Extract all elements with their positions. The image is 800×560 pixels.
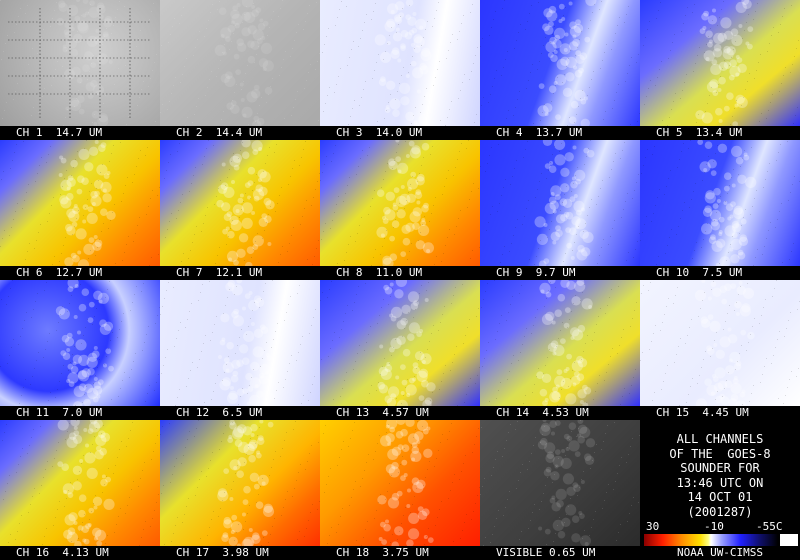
channel-texture: [0, 0, 157, 126]
channel-texture: [322, 0, 478, 126]
channel-image: [480, 0, 640, 126]
channel-texture: [643, 0, 799, 126]
info-line: OF THE GOES-8: [669, 446, 771, 461]
info-line: 14 OCT 01: [687, 490, 753, 504]
channel-panel: CH 10 7.5 UM: [640, 140, 800, 280]
info-line: 13:46 UTC ON: [676, 475, 764, 490]
channel-image: [320, 280, 480, 406]
channel-caption: CH 1 14.7 UM: [0, 126, 160, 140]
channel-caption: CH 2 14.4 UM: [160, 126, 320, 140]
channel-caption: CH 12 6.5 UM: [160, 406, 320, 420]
info-line: ALL CHANNELS: [676, 432, 764, 446]
channel-texture: [0, 140, 160, 266]
channel-caption: CH 9 9.7 UM: [480, 266, 640, 280]
channel-caption: CH 11 7.0 UM: [0, 406, 160, 420]
channel-caption: CH 8 11.0 UM: [320, 266, 480, 280]
channel-texture: [164, 140, 320, 266]
channel-texture: [160, 280, 316, 406]
channel-caption: CH 17 3.98 UM: [160, 546, 320, 560]
channel-panel: VISIBLE 0.65 UM: [480, 420, 640, 560]
channel-panel: CH 17 3.98 UM: [160, 420, 320, 560]
channel-caption: CH 5 13.4 UM: [640, 126, 800, 140]
channel-image: [640, 0, 800, 126]
channel-image: [320, 140, 480, 266]
channel-panel: CH 5 13.4 UM: [640, 0, 800, 140]
channel-caption: CH 14 4.53 UM: [480, 406, 640, 420]
credit-text: NOAA UW-CIMSS: [676, 546, 764, 559]
channel-panel: CH 1 14.7 UM: [0, 0, 160, 140]
channel-texture: [481, 280, 637, 406]
channel-panel: CH 4 13.7 UM: [480, 0, 640, 140]
channel-image: [640, 140, 800, 266]
channel-panel: CH 3 14.0 UM: [320, 0, 480, 140]
info-line: SOUNDER FOR: [680, 461, 760, 475]
channel-panel: CH 15 4.45 UM: [640, 280, 800, 420]
channel-image: [0, 0, 160, 126]
channel-image: [320, 0, 480, 126]
channel-caption: CH 4 13.7 UM: [480, 126, 640, 140]
channel-caption: CH 6 12.7 UM: [0, 266, 160, 280]
colorbar-white-swatch: [780, 534, 798, 546]
channel-texture: [160, 420, 320, 546]
channel-panel: CH 12 6.5 UM: [160, 280, 320, 420]
channel-texture: [320, 140, 480, 266]
info-line: (2001287): [687, 504, 753, 519]
channel-texture: [480, 140, 640, 266]
channel-caption: CH 10 7.5 UM: [640, 266, 800, 280]
channel-image: [160, 0, 320, 126]
channel-caption: CH 7 12.1 UM: [160, 266, 320, 280]
channel-image: [0, 140, 160, 266]
channel-panel: CH 2 14.4 UM: [160, 0, 320, 140]
info-text: ALL CHANNELS OF THE GOES-8 SOUNDER FOR 13:4…: [640, 432, 800, 519]
channel-image: [160, 420, 320, 546]
channel-image: [480, 280, 640, 406]
channel-image: [0, 280, 160, 406]
channel-caption: CH 13 4.57 UM: [320, 406, 480, 420]
scale-label-minus55: -55C: [756, 520, 783, 533]
channel-panel: CH 7 12.1 UM: [160, 140, 320, 280]
channel-image: [0, 420, 160, 546]
channel-image: [320, 420, 480, 546]
channel-image: [480, 140, 640, 266]
channel-texture: [323, 420, 480, 546]
channel-texture: [0, 280, 160, 406]
channel-texture: [2, 420, 159, 546]
channel-image: [160, 140, 320, 266]
temperature-colorbar: [644, 534, 798, 546]
channel-panel: CH 13 4.57 UM: [320, 280, 480, 420]
channel-caption: VISIBLE 0.65 UM: [480, 546, 640, 560]
channel-image: [160, 280, 320, 406]
channel-caption: CH 3 14.0 UM: [320, 126, 480, 140]
colorbar-gradient: [644, 534, 778, 546]
channel-texture: [480, 420, 640, 546]
channel-panel: CH 16 4.13 UM: [0, 420, 160, 560]
channel-image: [480, 420, 640, 546]
channel-texture: [320, 280, 480, 406]
channel-caption: CH 16 4.13 UM: [0, 546, 160, 560]
channel-texture: [480, 0, 640, 126]
channel-panel: CH 9 9.7 UM: [480, 140, 640, 280]
channel-panel: CH 8 11.0 UM: [320, 140, 480, 280]
channel-panel: CH 18 3.75 UM: [320, 420, 480, 560]
channel-caption: CH 18 3.75 UM: [320, 546, 480, 560]
channel-texture: [160, 0, 320, 126]
channel-texture: [640, 280, 800, 406]
channel-texture: [640, 140, 800, 266]
channel-caption: CH 15 4.45 UM: [640, 406, 800, 420]
channel-panel: CH 11 7.0 UM: [0, 280, 160, 420]
channel-image: [640, 280, 800, 406]
channel-panel: CH 14 4.53 UM: [480, 280, 640, 420]
colorbar-labels: 30 -10 -55C: [640, 520, 800, 534]
scale-label-minus10: -10: [704, 520, 724, 533]
scale-label-30: 30: [646, 520, 660, 533]
channel-panel: CH 6 12.7 UM: [0, 140, 160, 280]
